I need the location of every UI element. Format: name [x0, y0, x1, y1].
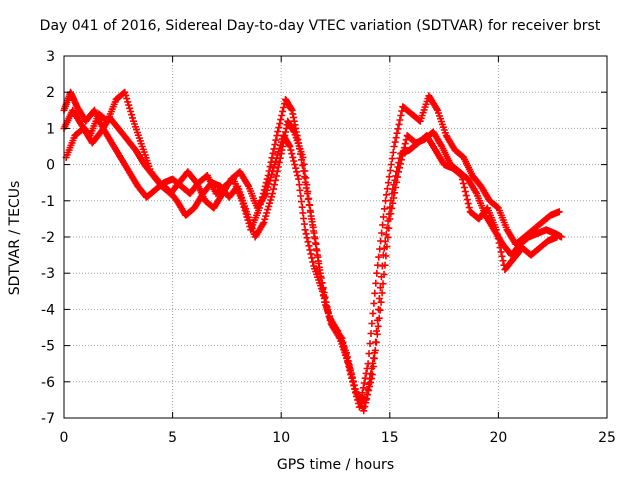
- x-tick-label: 25: [598, 430, 616, 446]
- y-tick-label: 1: [46, 121, 55, 137]
- x-tick-label: 15: [381, 430, 399, 446]
- x-tick-label: 0: [60, 430, 69, 446]
- x-tick-label: 5: [168, 430, 177, 446]
- y-tick-label: -6: [41, 375, 55, 391]
- data-points: [60, 88, 565, 415]
- y-tick-label: -3: [41, 266, 55, 282]
- series-markers: [60, 88, 565, 415]
- y-tick-label: 3: [46, 49, 55, 65]
- y-tick-label: -2: [41, 230, 55, 246]
- x-tick-label: 10: [272, 430, 290, 446]
- x-axis-label: GPS time / hours: [276, 457, 395, 473]
- series-markers: [62, 114, 561, 404]
- y-tick-label: -4: [41, 302, 55, 318]
- y-tick-label: 0: [46, 158, 55, 174]
- y-tick-label: 2: [46, 85, 55, 101]
- y-tick-label: -1: [41, 194, 55, 210]
- y-tick-label: -5: [41, 339, 55, 355]
- series-track-c: [62, 114, 561, 404]
- chart-title: Day 041 of 2016, Sidereal Day-to-day VTE…: [39, 18, 601, 34]
- series-track-b: [60, 88, 565, 415]
- x-tick-label: 20: [489, 430, 507, 446]
- y-tick-label: -7: [41, 411, 55, 427]
